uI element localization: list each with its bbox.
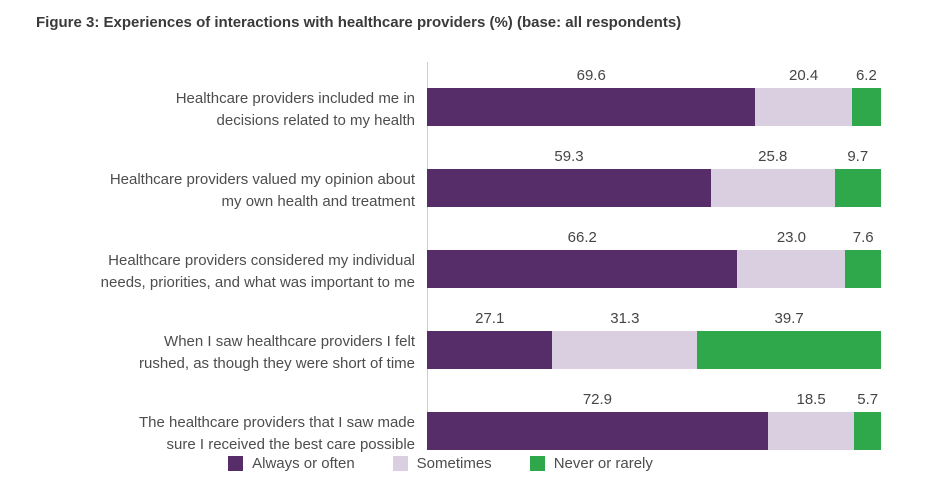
bar-column: 72.9 18.5 5.7 [427,386,881,456]
stacked-bar-chart: Healthcare providers included me in decis… [0,62,882,467]
rows: Healthcare providers included me in decis… [0,62,882,456]
legend-item-always-or-often: Always or often [228,455,355,472]
bar [427,250,881,288]
value-label-row: 69.6 20.4 6.2 [427,62,881,88]
legend-swatch-never-or-rarely [529,456,545,471]
bar-row: Healthcare providers considered my indiv… [0,224,881,294]
value-label: 72.9 [582,391,613,408]
bar-segment-always-or-often [427,250,738,288]
bar-segment-never-or-rarely [845,250,881,288]
bar-column: 27.1 31.3 39.7 [427,305,882,375]
legend-label: Sometimes [416,455,492,472]
bar-segment-always-or-often [427,412,768,450]
value-label-row: 27.1 31.3 39.7 [427,305,881,331]
bar-segment-always-or-often [427,331,553,369]
bar-row: Healthcare providers included me in decis… [0,62,882,132]
value-label: 20.4 [789,67,819,84]
bar-segment-sometimes [710,169,835,207]
value-label: 23.0 [776,229,807,246]
axis-baseline [427,62,428,430]
value-label-row: 72.9 18.5 5.7 [427,386,881,412]
value-label: 31.3 [610,310,640,327]
bar-segment-sometimes [552,331,698,369]
legend-item-never-or-rarely: Never or rarely [529,455,653,472]
value-label: 6.2 [855,67,877,84]
value-label: 66.2 [567,229,597,246]
bar-row: Healthcare providers valued my opinion a… [0,143,881,213]
value-label: 27.1 [475,310,505,327]
bar-segment-always-or-often [427,88,756,126]
legend-swatch-sometimes [392,456,408,471]
legend-item-sometimes: Sometimes [392,455,492,472]
bar-segment-never-or-rarely [851,88,882,126]
value-label-row: 59.3 25.8 9.7 [427,143,881,169]
legend: Always or often Sometimes Never or rarel… [0,455,881,472]
bar [427,88,882,126]
category-label: Healthcare providers valued my opinion a… [109,171,415,210]
bar-segment-sometimes [755,88,852,126]
bar-column: 66.2 23.0 7.6 [427,224,881,294]
value-label: 69.6 [576,67,606,84]
value-label: 39.7 [774,310,804,327]
bar-row: The healthcare providers that I saw made… [0,386,881,456]
bar-segment-never-or-rarely [834,169,881,207]
bar-segment-never-or-rarely [697,331,882,369]
legend-label: Always or often [252,455,355,472]
bar-segment-sometimes [767,412,855,450]
value-label: 18.5 [796,391,826,408]
bar [427,412,881,450]
value-label: 5.7 [857,391,879,408]
category-label: When I saw healthcare providers I felt ru… [139,333,415,372]
value-label: 7.6 [852,229,874,246]
bar-segment-sometimes [737,250,846,288]
value-label: 25.8 [758,148,788,165]
bar [427,331,882,369]
category-label: Healthcare providers considered my indiv… [100,252,415,291]
bar-segment-never-or-rarely [854,412,881,450]
legend-label: Never or rarely [553,455,653,472]
legend-swatch-always-or-often [228,456,244,471]
category-label: The healthcare providers that I saw made… [139,414,415,453]
bar-row: When I saw healthcare providers I felt ru… [0,305,882,375]
category-label: Healthcare providers included me in decis… [175,90,415,129]
value-label: 59.3 [554,148,584,165]
figure-title: Figure 3: Experiences of interactions wi… [36,14,682,31]
bar [427,169,881,207]
bar-column: 59.3 25.8 9.7 [427,143,881,213]
value-label: 9.7 [847,148,869,165]
value-label-row: 66.2 23.0 7.6 [427,224,881,250]
bar-column: 69.6 20.4 6.2 [427,62,882,132]
bar-segment-always-or-often [427,169,711,207]
